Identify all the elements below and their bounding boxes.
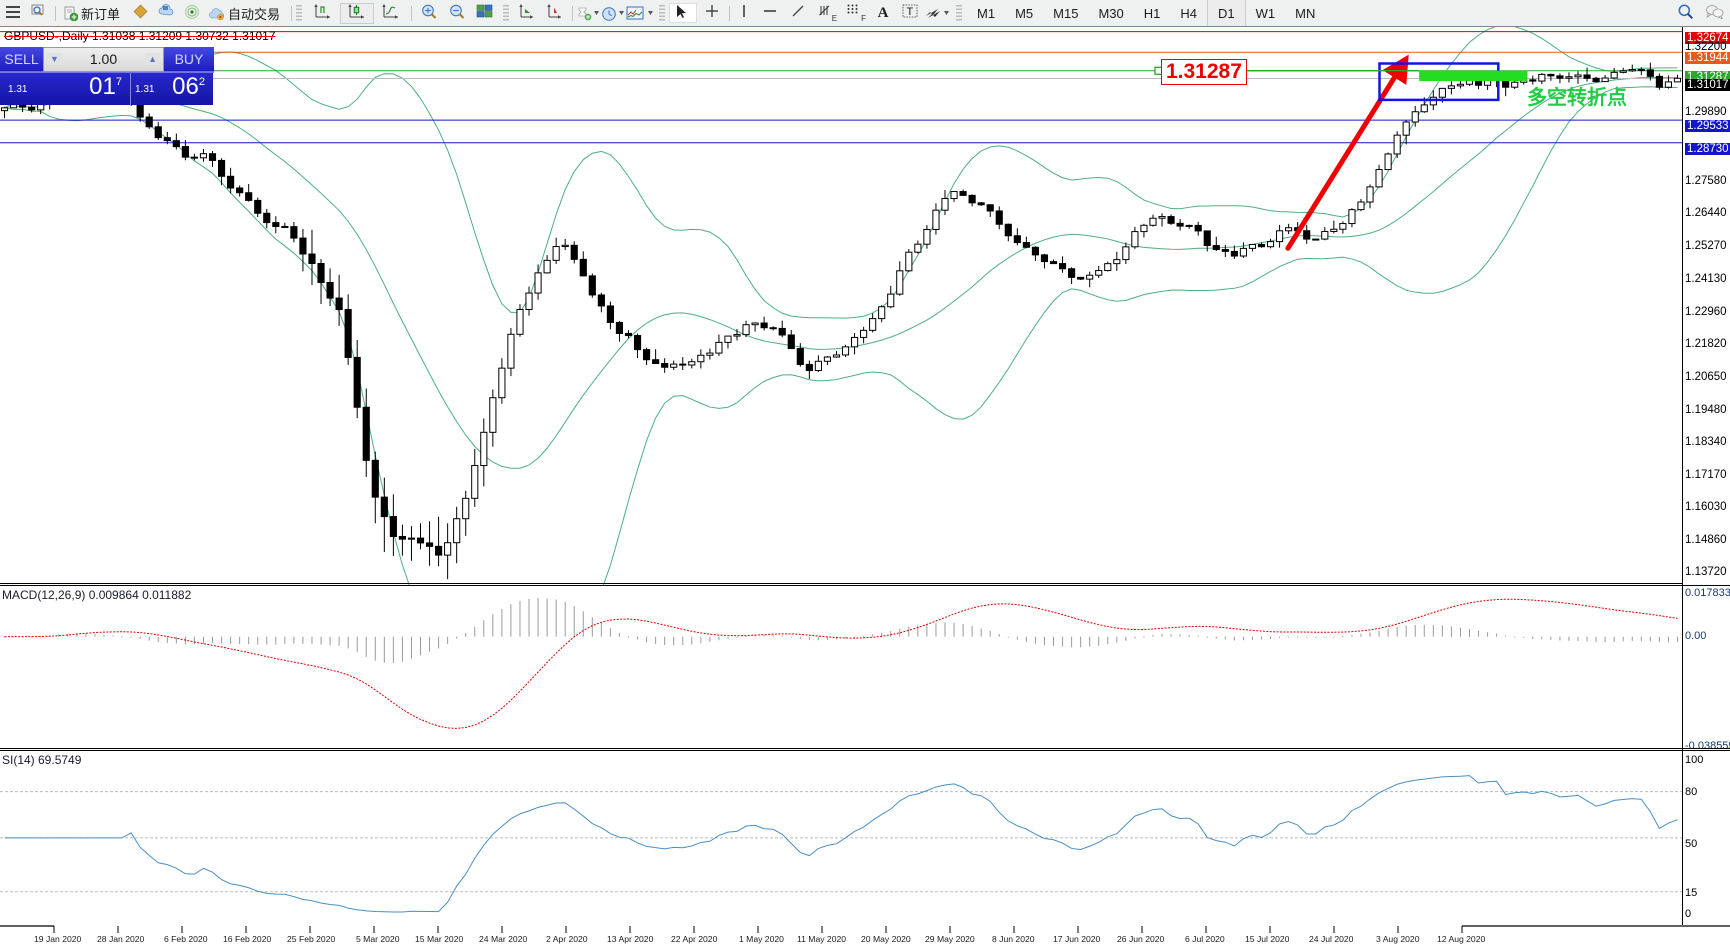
- svg-text:T: T: [907, 6, 914, 18]
